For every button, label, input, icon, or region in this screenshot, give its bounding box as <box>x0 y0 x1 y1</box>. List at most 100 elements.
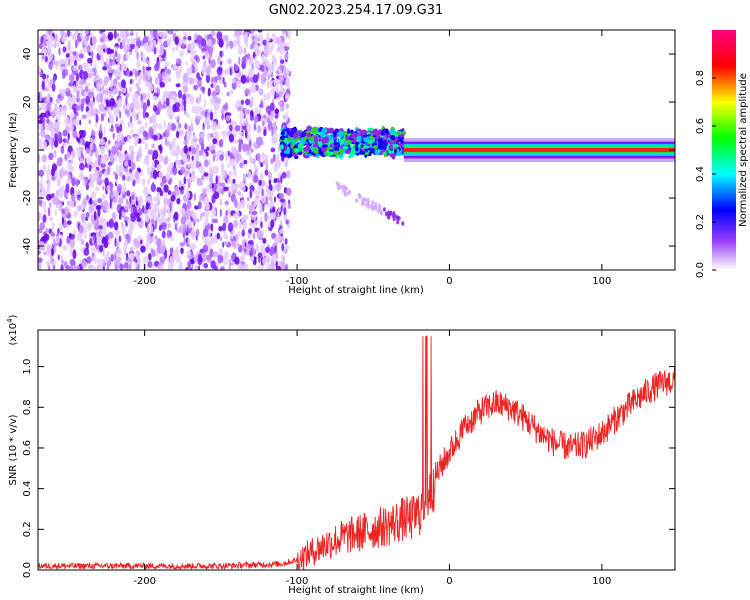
noise-speckle <box>159 32 163 38</box>
onset-blob <box>301 131 306 138</box>
noise-speckle <box>136 51 139 60</box>
noise-speckle <box>54 59 59 70</box>
noise-speckle <box>144 141 148 151</box>
noise-speckle <box>175 130 180 139</box>
noise-speckle <box>147 72 151 81</box>
noise-speckle <box>80 103 84 112</box>
noise-speckle <box>280 261 286 270</box>
noise-speckle <box>66 138 70 144</box>
noise-speckle <box>142 73 146 82</box>
noise-speckle <box>89 197 93 205</box>
noise-speckle <box>249 189 253 199</box>
noise-speckle <box>137 120 142 125</box>
noise-speckle <box>86 194 89 201</box>
noise-speckle <box>254 34 258 44</box>
noise-speckle <box>279 76 282 86</box>
noise-speckle <box>237 45 244 55</box>
noise-speckle <box>190 50 195 56</box>
noise-speckle <box>80 212 87 222</box>
noise-speckle <box>206 117 210 124</box>
chirp-speckle <box>371 206 374 211</box>
noise-speckle <box>205 151 209 157</box>
noise-speckle <box>90 247 96 252</box>
noise-speckle <box>175 44 179 52</box>
noise-speckle <box>202 55 206 60</box>
noise-speckle <box>102 266 105 270</box>
noise-speckle <box>219 198 222 206</box>
noise-speckle <box>83 47 87 53</box>
noise-speckle <box>43 251 47 256</box>
snr-y-label: SNR (10 * v/v) <box>8 414 19 485</box>
noise-speckle <box>183 140 189 145</box>
noise-speckle <box>187 236 191 246</box>
noise-speckle <box>152 30 158 38</box>
noise-speckle <box>234 198 238 208</box>
noise-speckle <box>195 228 200 236</box>
noise-speckle <box>111 145 117 156</box>
noise-speckle <box>38 250 41 255</box>
y-tick-label: 0.8 <box>22 399 33 415</box>
noise-speckle <box>112 88 118 95</box>
noise-speckle <box>222 241 225 248</box>
x-tick-label: 0 <box>446 276 452 287</box>
noise-speckle <box>185 60 188 67</box>
noise-speckle <box>79 138 84 146</box>
noise-speckle <box>186 99 189 104</box>
noise-speckle <box>117 152 122 158</box>
noise-speckle <box>191 105 196 114</box>
noise-speckle <box>253 115 259 124</box>
noise-speckle <box>218 139 224 148</box>
noise-speckle <box>229 124 233 132</box>
noise-speckle <box>271 232 277 239</box>
noise-speckle <box>203 99 206 109</box>
noise-speckle <box>206 254 212 261</box>
onset-blob <box>351 132 358 139</box>
noise-speckle <box>212 138 218 145</box>
noise-speckle <box>254 60 261 70</box>
noise-speckle <box>147 149 154 156</box>
noise-speckle <box>233 132 237 139</box>
noise-speckle <box>144 121 148 129</box>
noise-speckle <box>62 129 68 137</box>
noise-speckle <box>47 174 50 182</box>
noise-speckle <box>135 200 139 206</box>
noise-speckle <box>49 137 53 146</box>
noise-speckle <box>45 96 50 103</box>
noise-speckle <box>191 155 194 161</box>
noise-speckle <box>218 226 223 232</box>
noise-speckle <box>118 197 124 205</box>
noise-speckle <box>101 193 106 201</box>
onset-blob <box>286 147 290 152</box>
noise-speckle <box>202 244 209 253</box>
noise-speckle <box>237 190 242 196</box>
x-tick-label: 100 <box>592 276 611 287</box>
noise-speckle <box>48 152 54 161</box>
noise-speckle <box>253 200 257 208</box>
noise-speckle <box>75 146 81 153</box>
noise-speckle <box>85 30 89 35</box>
noise-speckle <box>130 161 136 171</box>
noise-speckle <box>265 246 270 253</box>
noise-speckle <box>244 37 248 42</box>
noise-speckle <box>151 181 155 191</box>
noise-speckle <box>119 30 124 37</box>
noise-speckle <box>199 195 202 201</box>
onset-blob <box>293 132 298 140</box>
noise-speckle <box>205 202 210 210</box>
noise-speckle <box>172 137 176 142</box>
noise-speckle <box>171 94 174 103</box>
noise-speckle <box>46 244 52 249</box>
noise-speckle <box>223 81 227 88</box>
noise-speckle <box>262 237 267 244</box>
noise-speckle <box>51 232 56 238</box>
noise-speckle <box>47 41 52 46</box>
noise-speckle <box>147 196 152 204</box>
noise-speckle <box>147 261 153 268</box>
noise-speckle <box>180 247 184 254</box>
noise-speckle <box>285 78 290 86</box>
onset-blob <box>328 127 335 134</box>
noise-speckle <box>251 210 258 216</box>
noise-speckle <box>64 206 69 216</box>
noise-speckle <box>272 206 276 213</box>
noise-speckle <box>134 113 137 122</box>
